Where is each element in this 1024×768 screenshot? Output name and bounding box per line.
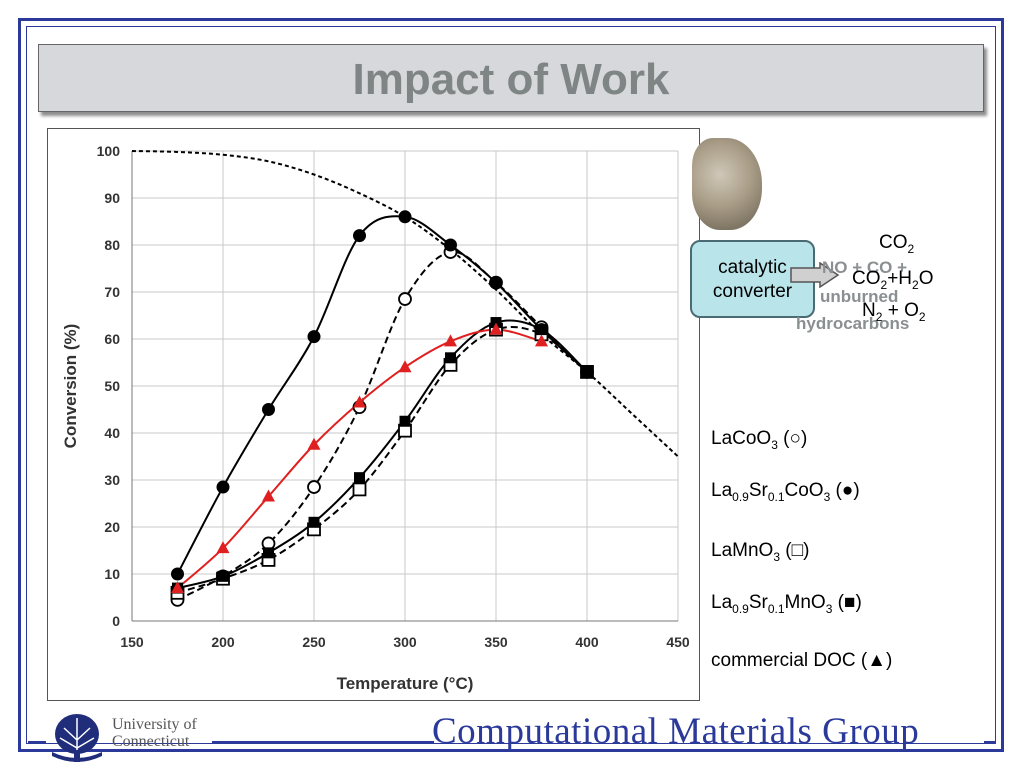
y-tick-label: 80 <box>104 237 120 253</box>
data-point-series-1 <box>307 330 321 344</box>
data-point-series-4 <box>444 334 457 347</box>
y-tick-label: 30 <box>104 472 120 488</box>
data-point-series-1 <box>444 238 457 252</box>
data-point-series-3 <box>217 570 229 582</box>
data-point-series-4 <box>171 581 184 594</box>
footer-rule-left <box>28 741 46 743</box>
data-point-series-1 <box>262 403 275 416</box>
x-tick-label: 300 <box>393 634 417 650</box>
data-point-series-4 <box>307 437 321 450</box>
x-tick-label: 450 <box>666 634 690 650</box>
title-bar: Impact of Work <box>38 44 984 112</box>
x-tick-label: 400 <box>575 634 599 650</box>
footer-rule-mid <box>212 741 434 743</box>
x-tick-label: 250 <box>302 634 326 650</box>
converter-label: catalytic converter <box>712 257 793 302</box>
x-tick-label: 350 <box>484 634 508 650</box>
input-gas-line-1: NO + CO + <box>822 258 908 277</box>
right-arrow-icon <box>790 262 840 288</box>
product-co2: CO2 <box>879 232 915 256</box>
data-point-series-0 <box>307 480 321 494</box>
series-line-4 <box>176 328 542 589</box>
data-point-series-1 <box>489 276 503 290</box>
conversion-chart: 0 10 20 30 40 50 60 70 80 90 100 150 200 250 300 350 400… <box>61 143 690 693</box>
input-gas-line-3: hydrocarbons <box>796 314 910 333</box>
data-point-series-3 <box>490 317 502 329</box>
y-tick-label: 0 <box>112 613 120 629</box>
data-point-series-4 <box>216 541 230 554</box>
product-n2-o2: N2 + O2 <box>862 300 926 324</box>
data-point-series-1 <box>171 567 184 581</box>
y-tick-label: 100 <box>97 143 121 159</box>
x-tick-label: 150 <box>120 634 144 650</box>
series-line-2 <box>177 325 588 594</box>
university-crest-icon <box>52 714 102 762</box>
data-point-series-1 <box>398 210 412 224</box>
y-axis-label: Conversion (%) <box>61 324 80 449</box>
x-axis-label: Temperature (°C) <box>337 674 474 693</box>
y-tick-label: 20 <box>104 519 120 535</box>
data-point-series-3 <box>263 547 274 559</box>
footer-rule-right <box>984 741 996 743</box>
y-tick-label: 60 <box>104 331 120 347</box>
series-line-3 <box>177 319 588 590</box>
x-tick-label: 200 <box>211 634 235 650</box>
y-tick-label: 90 <box>104 190 120 206</box>
y-tick-label: 10 <box>104 566 120 582</box>
y-tick-label: 40 <box>104 425 120 441</box>
university-wordmark: University of Connecticut <box>112 716 197 750</box>
slide-frame-outer <box>18 18 1004 752</box>
data-point-series-1 <box>353 229 366 243</box>
data-point-series-4 <box>398 360 412 373</box>
legend-lacoo3: LaCoO3 (○) <box>711 428 808 452</box>
data-point-series-3 <box>354 472 365 484</box>
data-point-series-4 <box>535 334 548 347</box>
data-point-series-2 <box>352 482 367 497</box>
group-name: Computational Materials Group <box>432 711 920 752</box>
catalyst-photo <box>692 138 762 230</box>
data-point-series-4 <box>262 489 275 502</box>
product-co2-h2o: CO2+H2O <box>852 268 934 292</box>
data-point-series-3 <box>399 415 411 427</box>
legend-commercial-doc: commercial DOC (▲) <box>711 650 893 671</box>
data-point-series-4 <box>353 395 366 408</box>
data-point-series-1 <box>216 480 230 494</box>
data-point-series-3 <box>581 366 593 378</box>
slide-frame-inner <box>26 26 996 744</box>
series-line-5 <box>131 150 679 458</box>
legend-lamno3: LaMnO3 (□) <box>711 540 810 564</box>
chart-panel: 0 10 20 30 40 50 60 70 80 90 100 150 200 250 300 350 400… <box>47 128 700 701</box>
input-gas-line-2: unburned <box>820 287 899 306</box>
series-line-0 <box>177 251 588 601</box>
y-tick-label: 50 <box>104 378 120 394</box>
legend-lasrmno3: La0.9Sr0.1MnO3 (■) <box>711 592 862 616</box>
data-point-series-3 <box>308 516 320 528</box>
slide-title: Impact of Work <box>352 55 670 104</box>
data-point-series-3 <box>536 324 547 336</box>
series-line-1 <box>176 215 588 575</box>
data-point-series-0 <box>398 292 412 306</box>
catalytic-converter-box: catalytic converter <box>690 240 815 318</box>
data-point-series-4 <box>489 322 503 335</box>
legend-lasrcoo3: La0.9Sr0.1CoO3 (●) <box>711 480 860 504</box>
data-point-series-3 <box>445 352 456 364</box>
y-tick-label: 70 <box>104 284 120 300</box>
